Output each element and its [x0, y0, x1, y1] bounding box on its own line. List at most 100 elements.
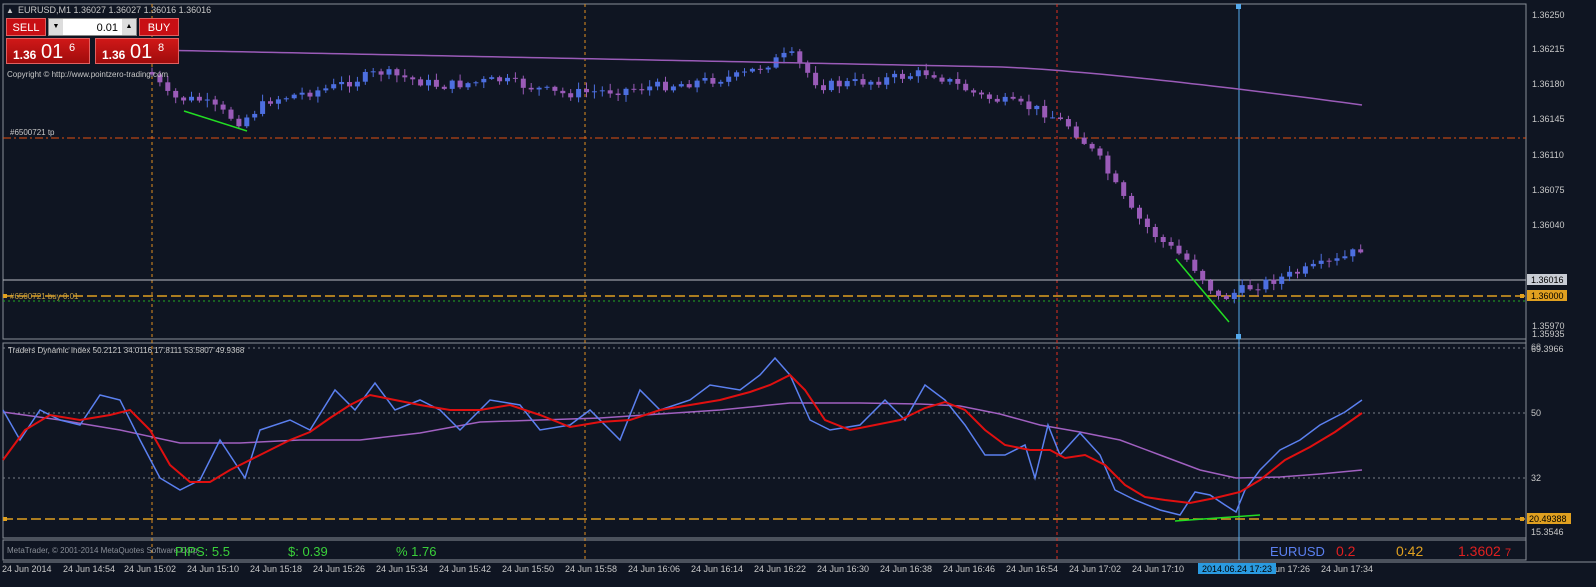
- candle-body: [994, 98, 1000, 102]
- main-chart-window[interactable]: [2, 3, 1527, 340]
- candle-body: [1223, 295, 1229, 300]
- price-tick: 1.35970: [1532, 321, 1565, 331]
- time-tick: 24 Jun 16:46: [943, 564, 995, 574]
- candle-body: [726, 76, 732, 82]
- chart-menu-icon[interactable]: ▲: [6, 6, 14, 15]
- candle-body: [631, 88, 637, 90]
- candle-body: [212, 99, 218, 105]
- footer-symbol: EURUSD: [1270, 544, 1325, 559]
- candle-body: [1002, 96, 1008, 102]
- candle-body: [275, 99, 281, 104]
- tdi-tick: 32: [1531, 473, 1541, 483]
- candle-body: [196, 96, 202, 101]
- candle-body: [473, 82, 479, 84]
- candle-body: [1350, 249, 1356, 257]
- candle-body: [441, 86, 447, 89]
- candle-body: [647, 86, 653, 91]
- candle-body: [362, 71, 368, 82]
- entry-price-label: [1527, 290, 1567, 301]
- price-tick: 1.36250: [1532, 10, 1565, 20]
- candle-body: [1334, 258, 1340, 261]
- candle-body: [702, 77, 708, 81]
- candle-body: [1113, 173, 1119, 183]
- candle-body: [1279, 276, 1285, 284]
- symbol-header: EURUSD,M1 1.36027 1.36027 1.36016 1.3601…: [18, 5, 211, 15]
- candle-body: [591, 91, 597, 93]
- candle-body: [986, 94, 992, 99]
- candle-body: [1326, 260, 1332, 262]
- candle-body: [1255, 289, 1261, 291]
- tdi-top-value: 69.3966: [1531, 344, 1564, 354]
- footer-copyright: MetaTrader, © 2001-2014 MetaQuotes Softw…: [7, 546, 200, 555]
- candle-body: [1081, 137, 1087, 144]
- candle-body: [1342, 256, 1348, 259]
- time-tick: 24 Jun 16:54: [1006, 564, 1058, 574]
- candle-body: [1184, 253, 1190, 260]
- lot-increase-icon[interactable]: ▲: [122, 19, 136, 35]
- candle-body: [979, 92, 984, 95]
- footer-spread: 0.2: [1336, 543, 1356, 559]
- candle-body: [900, 73, 905, 79]
- candle-body: [204, 99, 210, 101]
- candle-body: [884, 77, 890, 85]
- lot-decrease-icon[interactable]: ▼: [49, 19, 63, 35]
- copyright-text: Copyright © http://www.pointzero-trading…: [7, 70, 168, 79]
- candle-body: [1318, 260, 1324, 264]
- time-tick: 24 Jun 2014: [2, 564, 52, 574]
- time-tick: 24 Jun 16:38: [880, 564, 932, 574]
- candle-body: [749, 68, 755, 72]
- sell-price-button[interactable]: 1.36 01 6: [6, 38, 90, 64]
- candle-body: [1247, 285, 1253, 290]
- tdi-tick: 15.3546: [1531, 527, 1564, 537]
- time-tick: 24 Jun 15:18: [250, 564, 302, 574]
- candle-body: [323, 88, 329, 91]
- candle-body: [947, 78, 953, 82]
- price-axis[interactable]: 1.36250 1.36215 1.36180 1.36145 1.36110 …: [1527, 10, 1567, 339]
- candle-body: [860, 79, 866, 85]
- candle-body: [481, 78, 487, 83]
- candle-body: [315, 90, 321, 97]
- candle-body: [1137, 207, 1142, 219]
- candle-body: [1010, 96, 1016, 99]
- candle-body: [228, 109, 234, 119]
- pips-readout: PIPS: 5.5: [175, 544, 230, 559]
- candle-body: [892, 73, 898, 78]
- candle-body: [1058, 117, 1063, 120]
- time-axis[interactable]: 24 Jun 2014 24 Jun 14:54 24 Jun 15:02 24 Ju…: [2, 564, 1373, 574]
- indicator-axis[interactable]: 69.3966 68 50 32 20.49388 15.3546: [1527, 342, 1571, 537]
- price-tick: 1.36215: [1532, 44, 1565, 54]
- buy-price-button[interactable]: 1.36 01 8: [95, 38, 179, 64]
- candle-body: [165, 82, 171, 91]
- time-tick: 24 Jun 17:10: [1132, 564, 1184, 574]
- candle-body: [1263, 279, 1269, 290]
- candle-body: [299, 92, 305, 95]
- candle-body: [718, 81, 724, 84]
- candle-body: [236, 118, 242, 127]
- lot-size-input[interactable]: ▼ 0.01 ▲: [48, 18, 137, 36]
- time-tick: 24 Jun 16:30: [817, 564, 869, 574]
- candle-body: [157, 74, 163, 83]
- candle-body: [639, 89, 645, 91]
- candle-body: [173, 90, 179, 98]
- candle-body: [797, 51, 803, 63]
- candle-body: [868, 81, 874, 85]
- bid-price-text: 1.36016: [1531, 275, 1564, 285]
- sell-button[interactable]: SELL: [6, 18, 46, 36]
- candle-body: [607, 90, 613, 94]
- tdi-tick: 50: [1531, 408, 1541, 418]
- candle-body: [1192, 259, 1198, 271]
- one-click-trading-panel: SELL ▼ 0.01 ▲ BUY 1.36 01 6 1.36 01 8: [6, 18, 179, 64]
- candle-body: [852, 79, 858, 82]
- buy-button[interactable]: BUY: [139, 18, 179, 36]
- time-tick: 24 Jun 16:14: [691, 564, 743, 574]
- candle-body: [426, 79, 431, 86]
- candle-body: [915, 70, 921, 77]
- candle-body: [560, 90, 566, 94]
- candle-body: [1200, 270, 1206, 281]
- crosshair-time-text: 2014.06.24 17:23: [1202, 564, 1272, 574]
- tdi-level-text: 20.49388: [1529, 514, 1567, 524]
- candle-body: [955, 78, 961, 84]
- time-tick: 24 Jun 15:10: [187, 564, 239, 574]
- candle-body: [971, 90, 977, 93]
